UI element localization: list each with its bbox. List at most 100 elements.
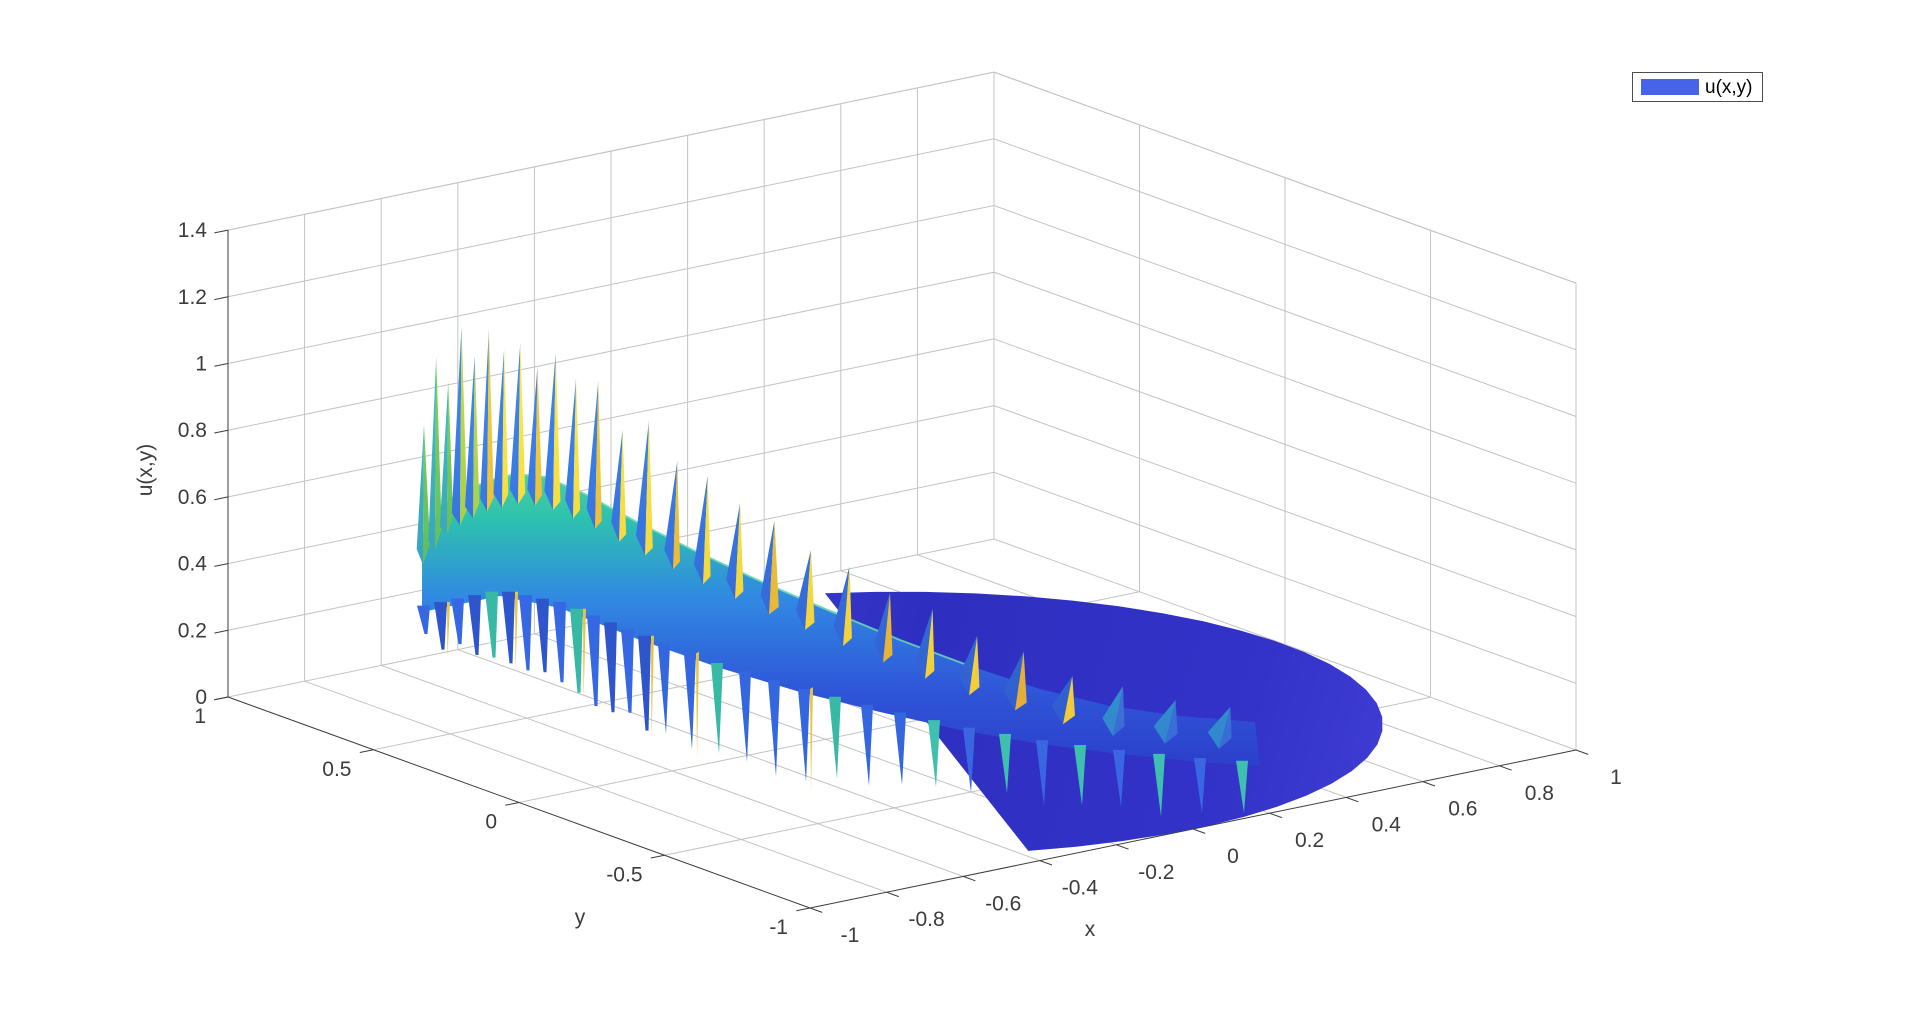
- up-spikes: [416, 326, 1232, 749]
- up-spike-right-face: [473, 355, 480, 519]
- x-tick-label: 1: [1610, 766, 1622, 789]
- surface-u-xy: [421, 472, 1383, 851]
- z-tick-mark: [214, 363, 229, 367]
- x-tick-label: -0.4: [1062, 877, 1099, 900]
- wall-grid-line: [227, 138, 1577, 351]
- legend-box[interactable]: u(x,y): [1632, 72, 1763, 102]
- x-tick-mark: [886, 891, 899, 898]
- down-spike: [829, 696, 841, 779]
- down-spike: [963, 727, 975, 793]
- x-tick-label: -0.2: [1138, 861, 1174, 884]
- down-spike: [1194, 758, 1206, 814]
- z-tick-label: 0.4: [178, 553, 208, 576]
- up-spike-right-face: [883, 592, 893, 663]
- up-spike-right-face: [769, 520, 779, 615]
- x-tick-label: 0.8: [1525, 782, 1554, 805]
- y-tick-mark: [359, 749, 374, 754]
- up-spike-left-face: [796, 549, 811, 630]
- x-tick-mark: [1192, 828, 1206, 834]
- down-spike: [502, 591, 515, 664]
- up-spike-left-face: [664, 460, 678, 570]
- up-spike-left-face: [428, 356, 437, 550]
- down-spike: [658, 644, 670, 735]
- up-spike-right-face: [969, 636, 980, 696]
- x-tick-mark: [1575, 749, 1589, 755]
- x-tick-mark: [1422, 781, 1436, 787]
- axis-tick-labels: 0 0.2 0.4 0.6 0.8 1 1.2 1.4 -1 -0.5 0 0.5 1 -1 -0.8 -0.…: [134, 219, 1622, 947]
- up-spike-right-face: [619, 430, 627, 542]
- up-spike-right-face: [805, 549, 815, 630]
- up-spike-right-face: [553, 352, 561, 510]
- down-spike: [684, 653, 696, 750]
- up-spike-left-face: [726, 502, 741, 599]
- down-spike: [739, 671, 751, 762]
- up-spike-left-face: [1003, 651, 1024, 711]
- down-spike: [434, 602, 447, 650]
- down-spike: [604, 622, 617, 713]
- up-spike-right-face: [518, 342, 526, 505]
- y-tick-label: 0.5: [322, 758, 351, 781]
- down-spike-yellow-sliver: [696, 651, 699, 760]
- z-tick-label: 0.2: [178, 619, 207, 642]
- z-tick-label: 0: [195, 686, 207, 709]
- up-spike-left-face: [480, 329, 489, 512]
- z-axis-label: u(x,y): [134, 444, 157, 497]
- z-tick-label: 0.8: [178, 419, 207, 442]
- down-spike-yellow-sliver: [447, 602, 450, 658]
- x-axis-label: x: [1085, 918, 1096, 941]
- up-spike-right-face: [703, 475, 711, 585]
- down-spikes: [417, 591, 1248, 817]
- up-spike-right-face: [595, 380, 602, 529]
- down-spike: [536, 598, 549, 673]
- down-spike-yellow-sliver: [583, 608, 586, 701]
- z-tick-mark: [214, 296, 229, 301]
- up-spike-left-face: [915, 608, 933, 679]
- x-tick-label: 0.4: [1372, 813, 1402, 836]
- up-spike-right-face: [645, 420, 653, 556]
- up-spike-left-face: [958, 636, 978, 696]
- x-tick-mark: [1499, 765, 1512, 771]
- y-tick-mark: [796, 907, 811, 912]
- up-spike-right-face: [487, 329, 494, 512]
- up-spike-right-face: [925, 608, 935, 679]
- x-tick-mark: [809, 907, 823, 913]
- up-spike-right-face: [843, 566, 852, 646]
- down-spike: [1074, 745, 1086, 806]
- axes-3d: [214, 229, 1589, 913]
- up-spike-right-face: [1113, 686, 1125, 737]
- up-spike-left-face: [416, 424, 424, 565]
- y-tick-label: -0.5: [606, 863, 642, 886]
- down-spike: [1153, 753, 1165, 817]
- y-tick-label: -1: [769, 916, 788, 939]
- up-spike-left-face: [493, 349, 505, 508]
- x-tick-label: 0: [1227, 845, 1239, 868]
- up-spike-right-face: [435, 356, 442, 550]
- x-tick-mark: [1116, 844, 1129, 850]
- up-spike-right-face: [1015, 651, 1027, 711]
- z-tick-mark: [214, 629, 229, 634]
- up-spike-left-face: [439, 381, 449, 535]
- down-spike: [999, 733, 1011, 793]
- down-spike: [861, 704, 873, 786]
- z-tick-mark: [214, 563, 229, 567]
- up-spike-right-face: [447, 381, 454, 535]
- down-spike: [1236, 760, 1248, 813]
- z-tick-label: 1: [195, 353, 207, 376]
- x-tick-mark: [1269, 812, 1282, 819]
- down-spike: [711, 663, 723, 754]
- down-spike-yellow-sliver: [651, 635, 654, 739]
- x-tick-label: 0.2: [1295, 829, 1324, 852]
- up-spike-right-face: [735, 502, 744, 599]
- up-spike-left-face: [509, 342, 521, 505]
- y-tick-label: 1: [194, 705, 206, 728]
- down-spike: [519, 595, 532, 671]
- up-spike-left-face: [544, 352, 556, 510]
- up-spike-left-face: [611, 430, 623, 542]
- x-tick-label: -0.8: [909, 908, 945, 931]
- down-spike: [451, 598, 464, 645]
- down-spike: [928, 720, 940, 788]
- z-tick-label: 0.6: [178, 486, 207, 509]
- up-spike-left-face: [586, 380, 599, 529]
- down-spike-yellow-sliver: [515, 591, 518, 672]
